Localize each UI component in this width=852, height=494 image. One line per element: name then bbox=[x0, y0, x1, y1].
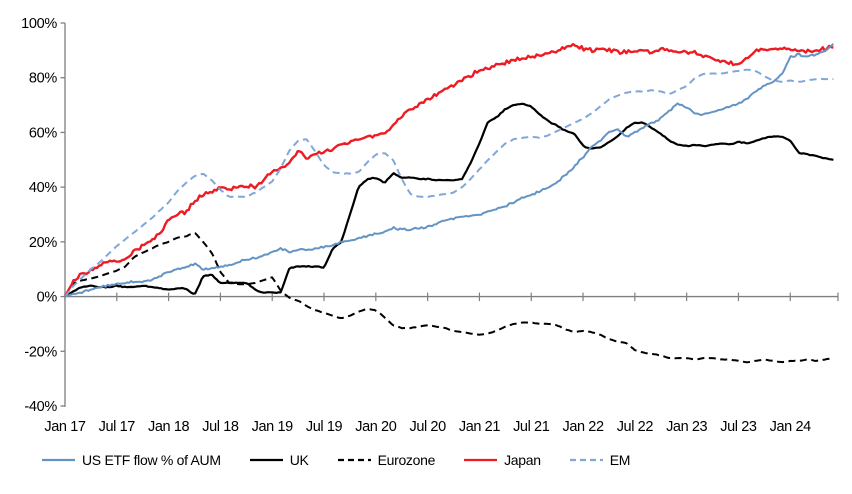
x-tick-label: Jul 22 bbox=[617, 419, 654, 435]
x-tick-label: Jan 17 bbox=[44, 419, 85, 435]
x-tick-label: Jul 19 bbox=[306, 419, 343, 435]
y-tick-label: 0% bbox=[37, 290, 58, 306]
x-tick-label: Jul 23 bbox=[720, 419, 757, 435]
y-tick-label: 100% bbox=[21, 16, 57, 32]
legend-line-sample-eurozone bbox=[337, 458, 371, 462]
legend-label: Japan bbox=[504, 452, 541, 468]
x-tick-label: Jan 18 bbox=[148, 419, 189, 435]
x-tick-label: Jul 18 bbox=[202, 419, 239, 435]
chart-legend: US ETF flow % of AUM UK Eurozone Japan EM bbox=[42, 452, 630, 468]
y-tick-label: -20% bbox=[24, 344, 57, 360]
series-line-japan bbox=[63, 42, 834, 298]
x-tick-label: Jan 20 bbox=[355, 419, 396, 435]
y-tick-label: -40% bbox=[24, 399, 57, 415]
legend-item-eurozone: Eurozone bbox=[337, 452, 436, 468]
x-tick-label: Jan 23 bbox=[666, 419, 707, 435]
series-line-uk bbox=[64, 102, 834, 298]
legend-label: EM bbox=[609, 452, 631, 468]
legend-line-sample-em bbox=[569, 458, 603, 462]
legend-line-sample-uk bbox=[249, 458, 283, 462]
x-tick-label: Jan 22 bbox=[562, 419, 603, 435]
x-tick-label: Jan 21 bbox=[459, 419, 500, 435]
legend-item-japan: Japan bbox=[464, 452, 541, 468]
legend-item-em: EM bbox=[569, 452, 631, 468]
x-axis: Jan 17 Jul 17 Jan 18 Jul 18 Jan 19 Jul 19 Jan … bbox=[44, 292, 839, 435]
x-tick-label: Jul 17 bbox=[99, 419, 136, 435]
x-tick-label: Jan 19 bbox=[252, 419, 293, 435]
y-tick-label: 20% bbox=[29, 235, 58, 251]
series-line-em bbox=[64, 68, 834, 298]
y-tick-label: 40% bbox=[29, 180, 58, 196]
chart-canvas: 100%80%60%40%20%0%-20%-40%Jan 17 Jul 17 Ja… bbox=[21, 16, 839, 435]
legend-label: UK bbox=[289, 452, 309, 468]
x-tick-label: Jul 21 bbox=[513, 419, 550, 435]
x-tick-label: Jan 24 bbox=[770, 419, 811, 435]
series-line-eurozone bbox=[64, 231, 834, 364]
legend-item-uk: UK bbox=[249, 452, 309, 468]
y-axis: 100% 80% 60% 40% 20% 0% -20% -40% bbox=[21, 16, 66, 415]
legend-line-sample-us-etf-flow-of-aum bbox=[42, 458, 75, 462]
x-tick-label: Jul 20 bbox=[409, 419, 446, 435]
y-tick-label: 60% bbox=[29, 125, 58, 141]
legend-label: US ETF flow % of AUM bbox=[82, 452, 221, 468]
legend-label: Eurozone bbox=[377, 452, 436, 468]
legend-item-us-etf-flow-of-aum: US ETF flow % of AUM bbox=[42, 452, 221, 468]
series-line-us-etf-flow-of-aum bbox=[64, 43, 835, 298]
legend-line-sample-japan bbox=[464, 458, 498, 462]
y-tick-label: 80% bbox=[29, 71, 58, 87]
